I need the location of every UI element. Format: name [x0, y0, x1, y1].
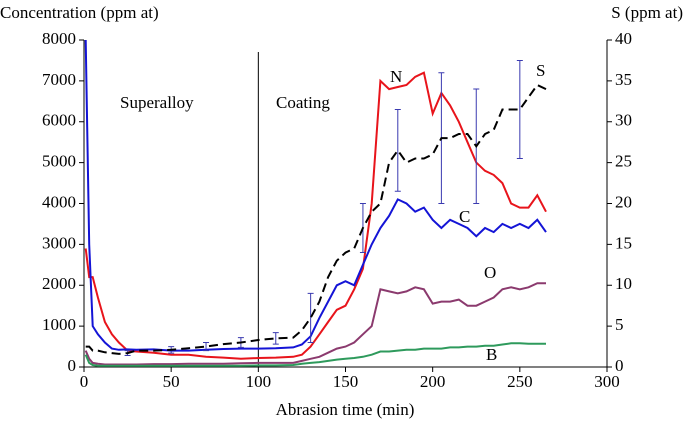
y2-tick-label: 5: [615, 315, 624, 334]
y-tick-label: 8000: [42, 29, 76, 48]
annotation: Superalloy: [120, 93, 194, 112]
x-tick-label: 50: [163, 372, 180, 391]
y2-tick-label: 0: [615, 356, 624, 375]
series-line: [84, 342, 546, 367]
annotation: B: [486, 345, 497, 364]
annotation: S: [536, 61, 545, 80]
error-bar: [203, 341, 210, 352]
x-axis-label: Abrasion time (min): [276, 400, 415, 419]
y2-tick-label: 25: [615, 152, 632, 171]
y2-tick-label: 35: [615, 70, 632, 89]
y-tick-label: 7000: [42, 70, 76, 89]
x-tick-label: 150: [333, 372, 359, 391]
series-line: [84, 282, 546, 366]
y2-axis-label: S (ppm at): [611, 3, 683, 22]
y2-tick-label: 30: [615, 111, 632, 130]
series-line: [84, 71, 547, 360]
annotation: N: [390, 67, 402, 86]
y-tick-label: 6000: [42, 111, 76, 130]
series-line: [84, 39, 547, 352]
y-tick-label: 1000: [42, 315, 76, 334]
y2-tick-label: 15: [615, 233, 632, 252]
error-bar: [516, 59, 523, 160]
y-tick-label: 4000: [42, 192, 76, 211]
x-tick-label: 250: [507, 372, 533, 391]
annotation: Coating: [276, 93, 330, 112]
annotation: C: [459, 207, 470, 226]
y-tick-label: 2000: [42, 274, 76, 293]
y-tick-label: 3000: [42, 233, 76, 252]
y-tick-label: 5000: [42, 152, 76, 171]
y-tick-label: 0: [68, 356, 77, 375]
y2-tick-label: 20: [615, 192, 632, 211]
y2-tick-label: 40: [615, 29, 632, 48]
error-bar: [272, 332, 279, 345]
x-tick-label: 200: [420, 372, 446, 391]
error-bar: [394, 108, 401, 192]
series-line: [85, 83, 547, 355]
y2-tick-label: 10: [615, 274, 632, 293]
x-tick-label: 0: [80, 372, 89, 391]
y-axis-label: Concentration (ppm at): [0, 3, 159, 22]
x-tick-label: 100: [246, 372, 272, 391]
error-bar: [307, 292, 314, 343]
x-tick-label: 300: [594, 372, 620, 391]
annotation: O: [484, 263, 496, 282]
